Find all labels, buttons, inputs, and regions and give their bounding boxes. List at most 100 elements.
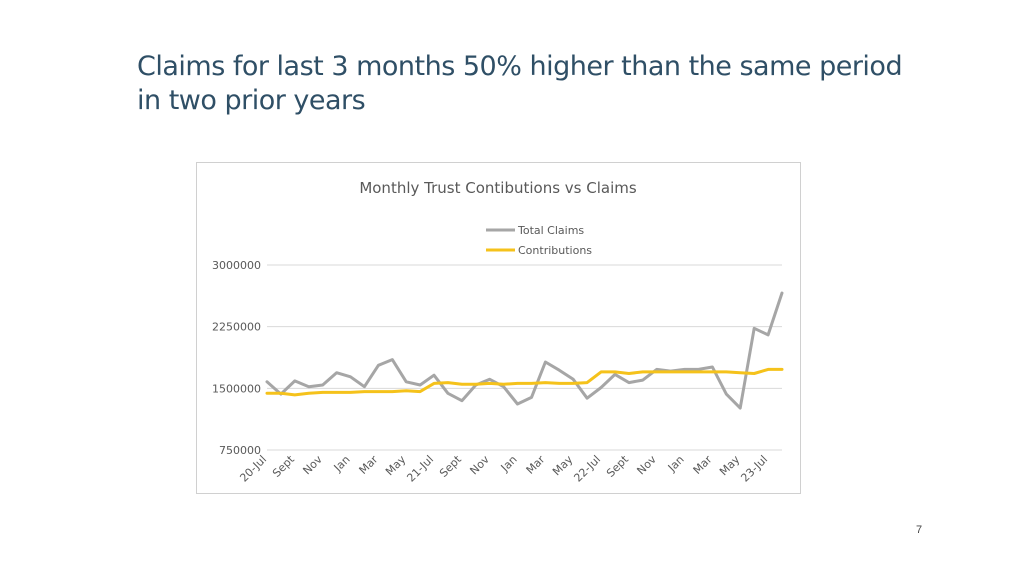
data-point <box>683 371 685 373</box>
series-line-total-claims <box>265 291 784 410</box>
y-tick-label: 2250000 <box>212 321 261 334</box>
x-tick-label: Mar <box>691 453 715 477</box>
legend-item-contributions: Contributions <box>486 244 592 257</box>
y-axis: 750000 1500000 2250000 3000000 <box>212 259 261 457</box>
data-point <box>711 371 713 373</box>
data-point <box>600 386 602 388</box>
data-point <box>739 372 741 374</box>
data-point <box>349 376 351 378</box>
legend-item-total-claims: Total Claims <box>486 224 584 237</box>
data-point <box>489 382 491 384</box>
data-point <box>544 381 546 383</box>
data-point <box>266 392 268 394</box>
data-point <box>419 390 421 392</box>
data-point <box>377 390 379 392</box>
data-point <box>711 366 713 368</box>
data-point <box>502 383 504 385</box>
slide-title: Claims for last 3 months 50% higher than… <box>137 51 903 116</box>
y-tick-label: 3000000 <box>212 259 261 272</box>
x-tick-label: 21-Jul <box>404 453 436 485</box>
data-point <box>725 393 727 395</box>
data-point <box>683 368 685 370</box>
x-tick-label: Nov <box>300 453 325 478</box>
data-point <box>294 380 296 382</box>
data-point <box>642 371 644 373</box>
data-point <box>363 385 365 387</box>
data-point <box>739 407 741 409</box>
data-point <box>447 381 449 383</box>
data-point <box>461 399 463 401</box>
data-point <box>321 391 323 393</box>
data-point <box>308 392 310 394</box>
data-point <box>502 385 504 387</box>
data-point <box>280 392 282 394</box>
data-point <box>489 378 491 380</box>
data-point <box>419 384 421 386</box>
data-point <box>349 391 351 393</box>
data-point <box>530 396 532 398</box>
gridlines <box>267 264 782 451</box>
data-point <box>308 385 310 387</box>
data-point <box>614 373 616 375</box>
data-point <box>697 371 699 373</box>
line-chart: Monthly Trust Contibutions vs Claims Tot… <box>212 179 784 485</box>
data-point <box>335 391 337 393</box>
data-point <box>614 371 616 373</box>
data-point <box>405 381 407 383</box>
data-point <box>516 403 518 405</box>
x-tick-label: Sept <box>604 452 631 479</box>
data-point <box>377 364 379 366</box>
data-point <box>433 374 435 376</box>
x-tick-label: Mar <box>357 453 381 477</box>
page-number: 7 <box>916 524 923 536</box>
data-point <box>433 382 435 384</box>
data-point <box>558 382 560 384</box>
data-point <box>391 358 393 360</box>
x-tick-label: Sept <box>437 452 464 479</box>
data-point <box>266 381 268 383</box>
data-point <box>516 382 518 384</box>
data-point <box>363 390 365 392</box>
data-point <box>391 390 393 392</box>
data-point <box>461 383 463 385</box>
data-point <box>572 378 574 380</box>
data-point <box>335 372 337 374</box>
data-point <box>628 372 630 374</box>
data-point <box>767 368 769 370</box>
data-point <box>572 382 574 384</box>
data-point <box>558 369 560 371</box>
x-tick-label: Jan <box>665 453 687 475</box>
y-tick-label: 750000 <box>219 444 261 457</box>
x-tick-label: 20-Jul <box>237 453 269 485</box>
legend-label-total-claims: Total Claims <box>517 224 584 237</box>
data-point <box>767 334 769 336</box>
y-tick-label: 1500000 <box>212 382 261 395</box>
x-tick-label: Nov <box>634 453 659 478</box>
data-point <box>656 368 658 370</box>
data-point <box>781 292 783 294</box>
data-point <box>753 372 755 374</box>
x-tick-label: Nov <box>467 453 492 478</box>
data-point <box>628 381 630 383</box>
data-point <box>586 381 588 383</box>
data-point <box>669 371 671 373</box>
data-point <box>475 383 477 385</box>
legend-label-contributions: Contributions <box>518 244 592 257</box>
chart-frame: Monthly Trust Contibutions vs Claims Tot… <box>196 162 801 494</box>
data-point <box>447 392 449 394</box>
data-point <box>781 368 783 370</box>
data-point <box>586 397 588 399</box>
data-point <box>600 371 602 373</box>
series-line-contributions <box>265 367 784 397</box>
data-point <box>294 394 296 396</box>
data-point <box>544 361 546 363</box>
data-point <box>642 379 644 381</box>
data-point <box>405 390 407 392</box>
data-point <box>753 327 755 329</box>
x-tick-label: Mar <box>524 453 548 477</box>
x-tick-label: 22-Jul <box>571 453 603 485</box>
x-tick-label: Jan <box>498 453 520 475</box>
data-point <box>321 384 323 386</box>
series-layer <box>265 291 784 410</box>
